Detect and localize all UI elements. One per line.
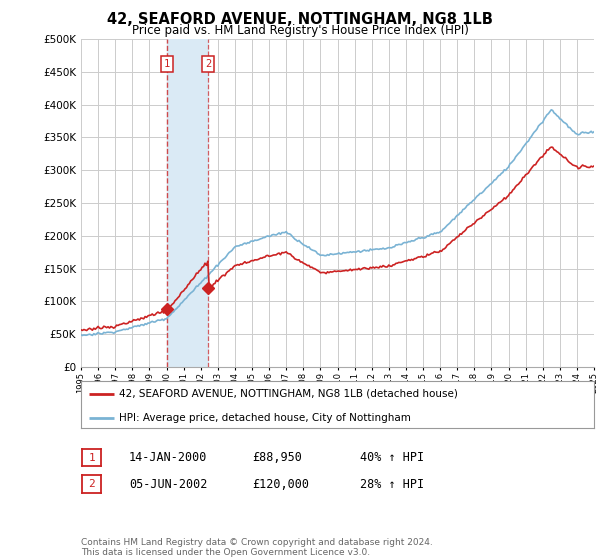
Text: 42, SEAFORD AVENUE, NOTTINGHAM, NG8 1LB: 42, SEAFORD AVENUE, NOTTINGHAM, NG8 1LB [107, 12, 493, 27]
Text: 2: 2 [88, 479, 95, 489]
Text: 42, SEAFORD AVENUE, NOTTINGHAM, NG8 1LB (detached house): 42, SEAFORD AVENUE, NOTTINGHAM, NG8 1LB … [119, 389, 458, 399]
Text: 1: 1 [88, 452, 95, 463]
Text: 14-JAN-2000: 14-JAN-2000 [129, 451, 208, 464]
Text: Contains HM Land Registry data © Crown copyright and database right 2024.
This d: Contains HM Land Registry data © Crown c… [81, 538, 433, 557]
Text: £120,000: £120,000 [252, 478, 309, 491]
Text: Price paid vs. HM Land Registry's House Price Index (HPI): Price paid vs. HM Land Registry's House … [131, 24, 469, 36]
Text: 1: 1 [164, 59, 170, 69]
Text: 28% ↑ HPI: 28% ↑ HPI [360, 478, 424, 491]
Bar [167, 39, 208, 367]
Text: 40% ↑ HPI: 40% ↑ HPI [360, 451, 424, 464]
Text: 05-JUN-2002: 05-JUN-2002 [129, 478, 208, 491]
Text: £88,950: £88,950 [252, 451, 302, 464]
Text: HPI: Average price, detached house, City of Nottingham: HPI: Average price, detached house, City… [119, 413, 412, 423]
Text: 2: 2 [205, 59, 211, 69]
